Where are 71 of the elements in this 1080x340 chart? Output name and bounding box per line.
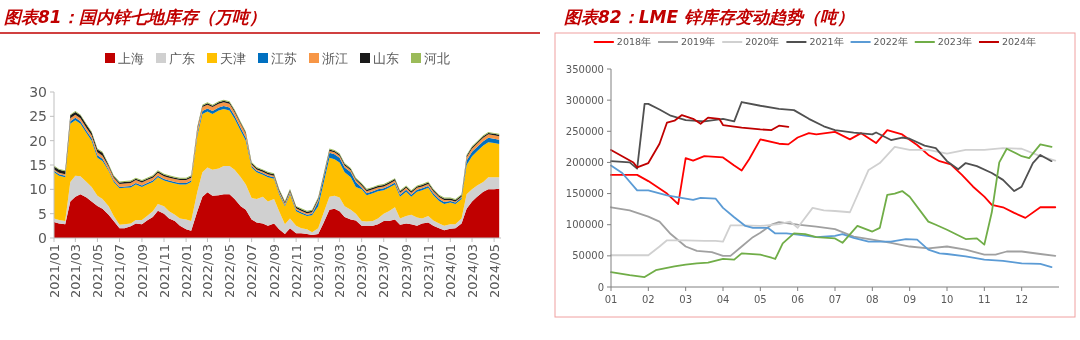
- x-tick-label: 11: [977, 294, 991, 305]
- y-tick-label: 250000: [565, 125, 604, 137]
- x-tick-label: 2021/11: [156, 244, 172, 299]
- chart-title: 图表82：LME 锌库存变动趋势（吨）: [564, 7, 854, 27]
- x-tick-label: 2022/01: [178, 244, 194, 299]
- legend-label: 浙江: [322, 50, 348, 66]
- x-tick-label: 10: [940, 294, 954, 305]
- y-tick-label: 15: [29, 156, 47, 173]
- x-tick-label: 08: [865, 294, 879, 305]
- y-tick-label: 0: [38, 229, 47, 246]
- y-tick-label: 350000: [565, 63, 604, 75]
- x-tick-label: 05: [753, 294, 767, 305]
- line-series: [610, 114, 790, 169]
- x-tick-label: 2021/05: [89, 244, 105, 299]
- x-tick-label: 2024/03: [464, 244, 480, 299]
- legend-label: 2020年: [745, 36, 780, 48]
- x-tick-label: 2022/07: [244, 244, 260, 299]
- x-tick-label: 2021/01: [46, 244, 62, 299]
- y-tick-label: 100000: [565, 219, 604, 231]
- x-tick-label: 01: [604, 294, 618, 305]
- x-tick-label: 2023/01: [310, 244, 326, 299]
- x-tick-label: 2023/05: [354, 244, 370, 299]
- x-tick-label: 2023/07: [376, 244, 392, 299]
- y-tick-label: 0: [597, 281, 604, 293]
- y-tick-label: 300000: [565, 94, 604, 106]
- legend-label: 2022年: [873, 36, 908, 48]
- x-tick-label: 2022/11: [288, 244, 304, 299]
- x-tick-label: 09: [903, 294, 917, 305]
- line-series: [610, 129, 1057, 219]
- y-tick-label: 25: [29, 108, 47, 125]
- legend-label: 2019年: [681, 36, 716, 48]
- legend-label: 2018年: [616, 36, 652, 48]
- x-tick-label: 2022/09: [266, 244, 282, 299]
- legend-label: 江苏: [271, 50, 297, 66]
- legend-label: 2023年: [937, 36, 972, 48]
- x-tick-label: 2021/03: [67, 244, 83, 299]
- legend-label: 2024年: [1001, 36, 1037, 48]
- x-tick-label: 03: [679, 294, 693, 305]
- x-tick-label: 06: [791, 294, 805, 305]
- chart-title: 图表81：国内锌七地库存（万吨）: [4, 7, 266, 27]
- x-tick-label: 04: [716, 294, 730, 305]
- y-tick-label: 10: [29, 181, 47, 198]
- y-tick-label: 150000: [565, 188, 604, 200]
- x-tick-label: 2022/05: [222, 244, 238, 299]
- legend-label: 山东: [373, 50, 399, 66]
- y-tick-label: 50000: [572, 250, 604, 262]
- x-tick-label: 2021/09: [134, 244, 150, 299]
- x-tick-label: 2021/07: [112, 244, 128, 299]
- line-series: [610, 145, 1057, 257]
- legend-label: 上海: [118, 50, 144, 66]
- legend-label: 2021年: [809, 36, 844, 48]
- legend-label: 天津: [220, 50, 246, 66]
- x-tick-label: 2023/09: [398, 244, 414, 299]
- line-series: [610, 143, 1053, 278]
- legend-label: 广东: [169, 50, 195, 66]
- x-tick-label: 2024/05: [486, 244, 502, 299]
- x-tick-label: 2023/11: [420, 244, 436, 299]
- x-tick-label: 2024/01: [442, 244, 458, 299]
- legend-label: 河北: [424, 50, 450, 66]
- x-tick-label: 2023/03: [332, 244, 348, 299]
- x-tick-label: 02: [641, 294, 655, 305]
- y-tick-label: 20: [29, 132, 47, 149]
- x-tick-label: 2022/03: [200, 244, 216, 299]
- x-tick-label: 12: [1015, 294, 1029, 305]
- line-series: [610, 164, 1053, 268]
- line-series: [610, 206, 1057, 257]
- y-tick-label: 5: [38, 205, 47, 222]
- y-tick-label: 200000: [565, 156, 604, 168]
- y-tick-label: 30: [29, 83, 47, 100]
- x-tick-label: 07: [828, 294, 842, 305]
- line-series: [610, 101, 1053, 192]
